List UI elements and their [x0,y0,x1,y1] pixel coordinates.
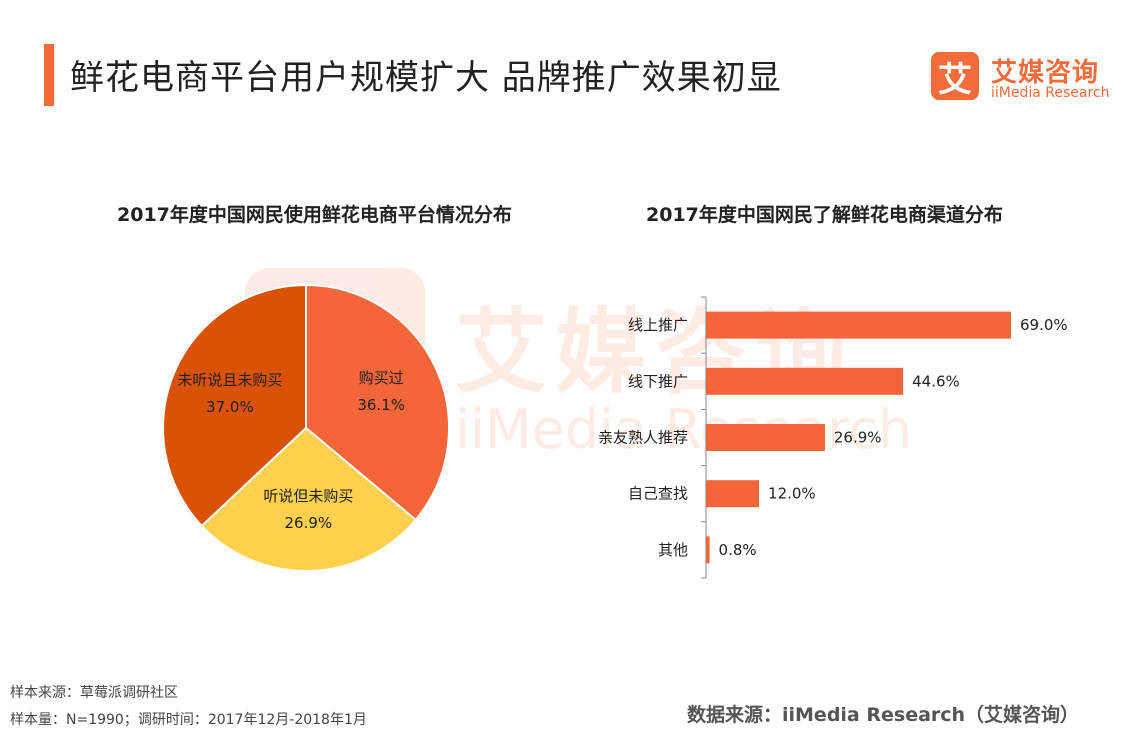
bar-category-label: 其他 [658,541,688,559]
pie-slice-label: 听说但未购买 [263,487,353,505]
title-accent-bar [44,44,54,106]
pie-slice-value: 37.0% [206,398,254,416]
bar-value-label: 0.8% [719,541,757,559]
data-source: 数据来源：iiMedia Research（艾媒咨询） [687,704,1080,726]
watermark-subtitle: iiMedia Research [455,398,913,461]
sample-info: 样本量：N=1990；调研时间：2017年12月-2018年1月 [10,712,367,728]
bar-category-label: 线下推广 [628,372,688,390]
sample-source: 样本来源：草莓派调研社区 [10,685,178,701]
pie-slice-1 [305,283,450,522]
logo-icon: 艾 [931,52,979,100]
logo-name: 艾媒咨询 [991,58,1100,88]
bar-value-label: 26.9% [834,429,882,447]
pie-slice-label: 购买过 [359,369,404,387]
bar-3 [706,424,825,451]
brand-logo: 艾 艾媒咨询 iiMedia Research [931,52,1111,108]
bar-value-label: 69.0% [1020,316,1068,334]
bar-value-label: 44.6% [912,372,960,390]
bar-2 [706,367,904,395]
bar-category-label: 自己查找 [628,485,688,503]
bar-chart-title: 2017年度中国网民了解鲜花电商渠道分布 [646,204,1003,226]
pie-slice-3 [162,283,307,528]
pie-slice-label: 未听说且未购买 [177,371,282,389]
page-title: 鲜花电商平台用户规模扩大 品牌推广效果初显 [70,58,782,98]
bar-value-label: 12.0% [768,485,816,503]
pie-slice-value: 36.1% [357,396,405,414]
bar-1 [706,311,1011,339]
bar-5 [706,536,710,564]
pie-slice-2 [200,426,418,572]
bar-category-label: 亲友熟人推荐 [598,429,688,447]
bar-category-label: 线上推广 [628,316,688,334]
bar-4 [706,480,760,508]
logo-subtitle: iiMedia Research [991,85,1110,101]
pie-chart-title: 2017年度中国网民使用鲜花电商平台情况分布 [117,204,512,226]
pie-slice-value: 26.9% [285,514,333,532]
